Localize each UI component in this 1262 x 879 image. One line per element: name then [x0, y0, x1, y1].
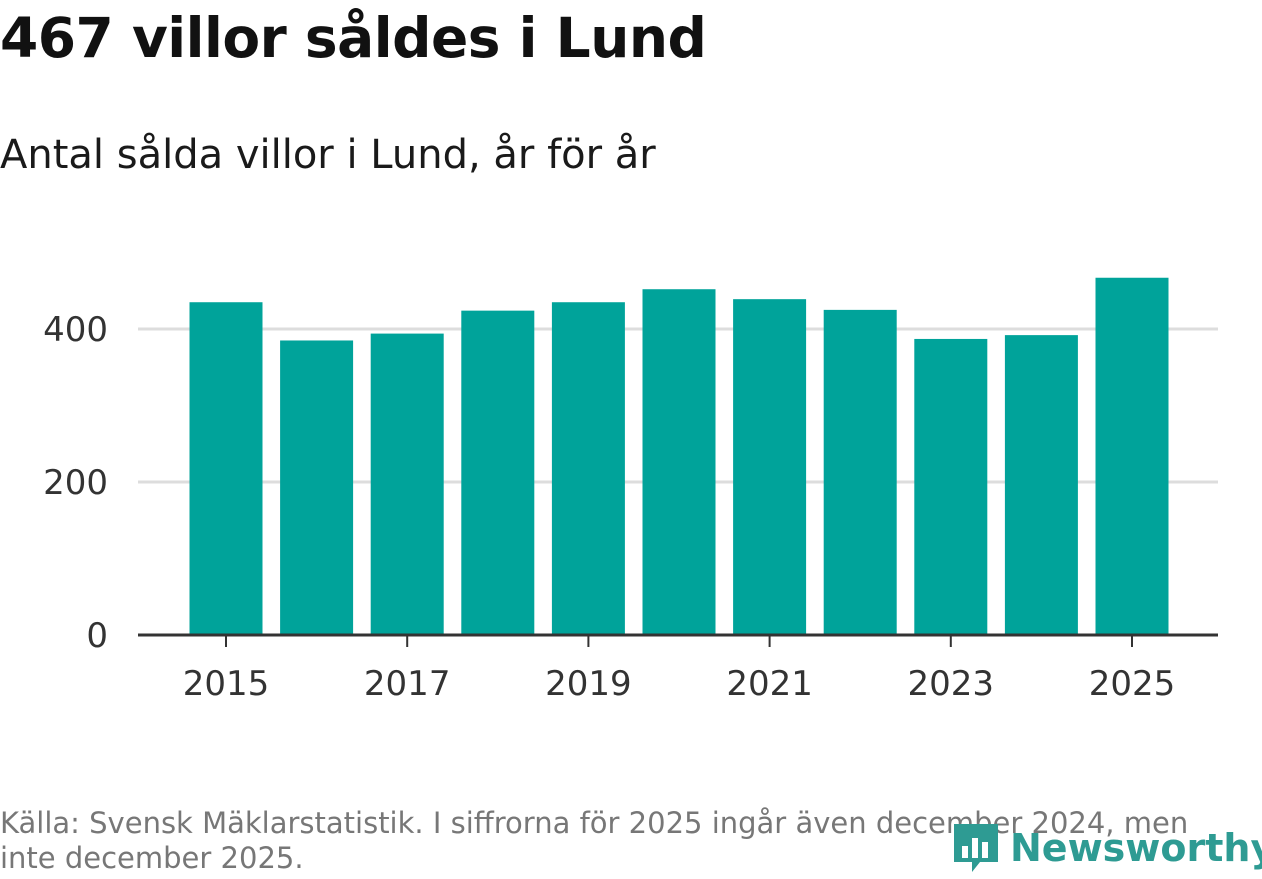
y-tick-label: 400	[43, 310, 108, 350]
newsworthy-logo-icon	[954, 824, 998, 872]
axes: 0 200 400 2015 2017 2019 2021 2023 2025	[43, 310, 1218, 704]
bar-2020	[642, 289, 716, 635]
x-tick-label: 2023	[908, 664, 995, 704]
bar-2019	[551, 302, 625, 635]
y-tick-label: 200	[43, 463, 108, 503]
y-tick-label: 0	[86, 616, 108, 656]
bar-2022	[823, 309, 897, 635]
x-tick-label: 2019	[545, 664, 632, 704]
bar-2021	[733, 299, 807, 635]
chart-subtitle: Antal sålda villor i Lund, år för år	[0, 132, 656, 178]
bar-chart: 0 200 400 2015 2017 2019 2021 2023 2025	[43, 277, 1218, 704]
x-tick-label: 2025	[1089, 664, 1176, 704]
chart-title: 467 villor såldes i Lund	[0, 6, 707, 70]
bar-2023	[914, 338, 988, 635]
bar-2018	[461, 310, 535, 635]
logo-text: Newsworthy	[1010, 826, 1262, 870]
bar-2015	[189, 302, 263, 635]
bar-2025	[1095, 277, 1169, 635]
x-tick-label: 2015	[183, 664, 270, 704]
bar-2017	[370, 333, 444, 635]
bars	[189, 277, 1169, 635]
x-tick-label: 2017	[364, 664, 451, 704]
x-tick-label: 2021	[726, 664, 813, 704]
bar-2024	[1004, 335, 1078, 635]
bar-2016	[280, 340, 354, 635]
newsworthy-logo: Newsworthy	[950, 818, 1262, 878]
